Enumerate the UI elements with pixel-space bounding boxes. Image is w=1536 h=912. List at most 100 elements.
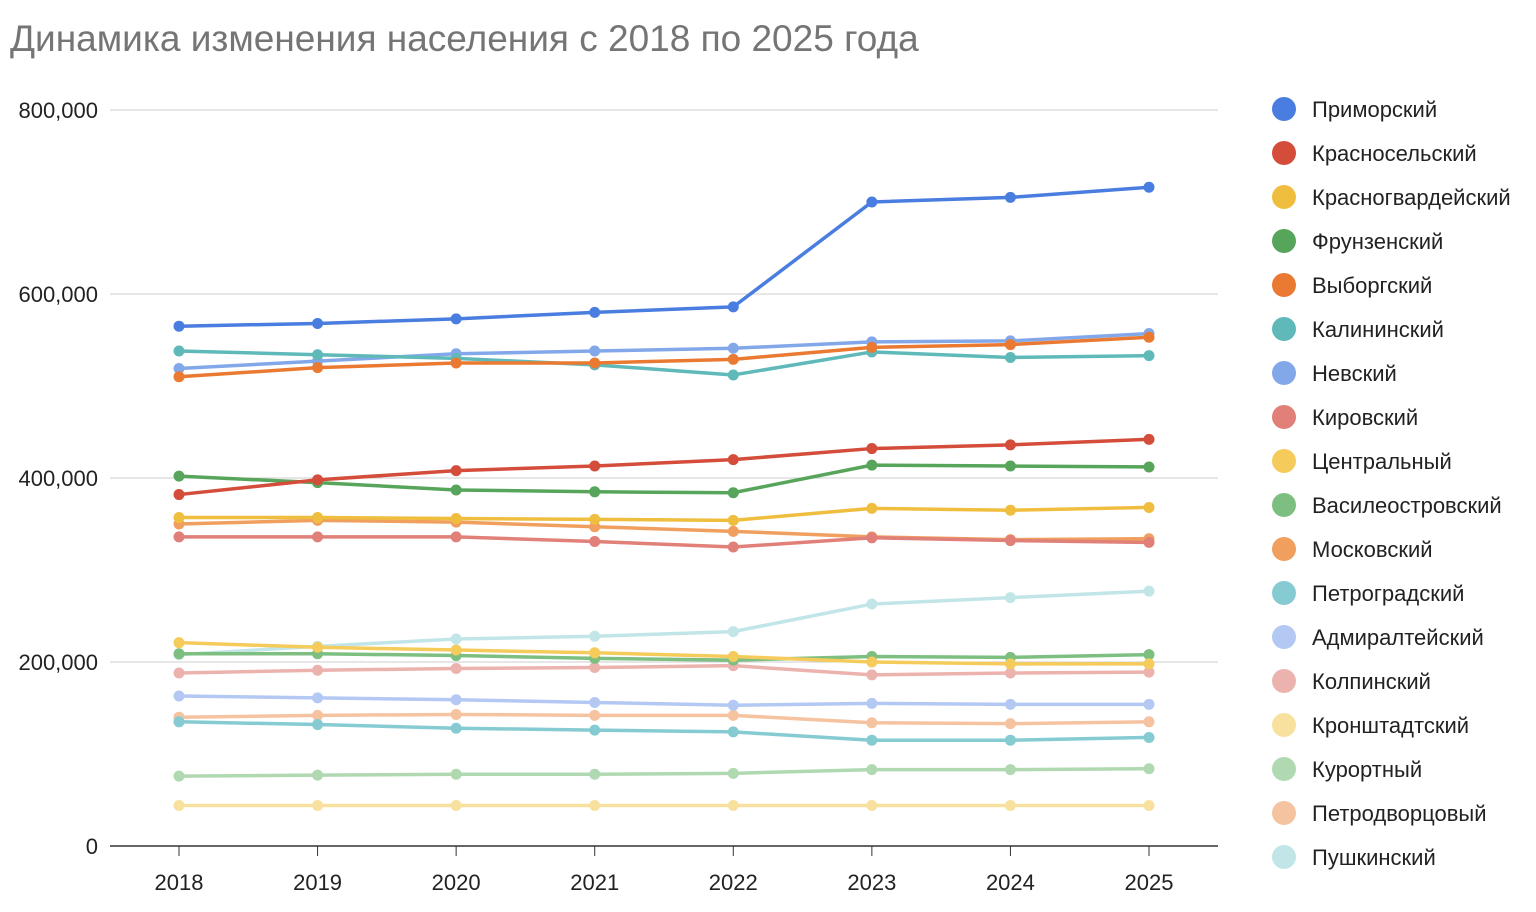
series-5: [173, 331, 1155, 383]
legend-item: Приморский: [1272, 97, 1437, 122]
series-12: [173, 716, 1155, 746]
legend-label: Петроградский: [1312, 581, 1464, 606]
data-point: [1143, 731, 1155, 743]
data-point: [866, 697, 878, 709]
data-point: [1004, 667, 1016, 679]
y-tick-label: 0: [86, 834, 98, 859]
x-axis-ticks: 2018 2019 2020 2021 2022 2023 2024 2025: [155, 846, 1173, 895]
data-point: [1004, 535, 1016, 547]
data-point: [589, 486, 601, 498]
data-point: [312, 641, 324, 653]
x-tick-label: 2018: [155, 870, 204, 895]
legend-label: Фрунзенский: [1312, 229, 1443, 254]
data-point: [173, 371, 185, 383]
data-point: [727, 454, 739, 466]
series-13: [173, 690, 1155, 711]
series-line: [177, 463, 1151, 495]
data-point: [1143, 501, 1155, 513]
series-line: [177, 331, 1151, 371]
data-point: [866, 341, 878, 353]
data-point: [727, 487, 739, 499]
series-line: [177, 720, 1151, 742]
data-point: [1004, 339, 1016, 351]
x-tick-label: 2020: [432, 870, 481, 895]
legend-label: Адмиралтейский: [1312, 625, 1484, 650]
data-point: [450, 465, 462, 477]
data-point: [1143, 331, 1155, 343]
data-point: [866, 598, 878, 610]
legend-item: Кировский: [1272, 405, 1418, 430]
legend-item: Выборгский: [1272, 273, 1432, 298]
legend-swatch: [1272, 713, 1296, 737]
data-point: [727, 726, 739, 738]
data-point: [312, 317, 324, 329]
data-point: [173, 800, 185, 812]
data-point: [312, 512, 324, 524]
data-point: [1004, 351, 1016, 363]
y-tick-label: 800,000: [18, 98, 98, 123]
data-point: [173, 770, 185, 782]
data-point: [727, 800, 739, 812]
data-point: [866, 443, 878, 455]
legend-swatch: [1272, 669, 1296, 693]
data-point: [312, 531, 324, 543]
data-point: [1004, 592, 1016, 604]
data-point: [589, 768, 601, 780]
legend-swatch: [1272, 97, 1296, 121]
legend: Приморский Красносельский Красногвардейски…: [1272, 97, 1511, 870]
data-point: [1143, 800, 1155, 812]
data-point: [450, 708, 462, 720]
data-point: [866, 656, 878, 668]
legend-swatch: [1272, 625, 1296, 649]
data-point: [866, 734, 878, 746]
data-point: [866, 502, 878, 514]
legend-label: Выборгский: [1312, 273, 1432, 298]
data-point: [173, 690, 185, 702]
gridlines: [110, 109, 1218, 847]
x-tick-label: 2019: [293, 870, 342, 895]
legend-swatch: [1272, 449, 1296, 473]
data-point: [450, 357, 462, 369]
data-point: [589, 357, 601, 369]
data-point: [312, 719, 324, 731]
legend-label: Приморский: [1312, 97, 1437, 122]
data-point: [1143, 716, 1155, 728]
data-point: [312, 349, 324, 361]
data-point: [450, 633, 462, 645]
data-point: [727, 767, 739, 779]
data-point: [1004, 460, 1016, 472]
series-16: [173, 763, 1155, 782]
y-tick-label: 200,000: [18, 650, 98, 675]
data-point: [1004, 658, 1016, 670]
series-lines: [173, 181, 1155, 812]
legend-item: Красносельский: [1272, 141, 1477, 166]
legend-label: Курортный: [1312, 757, 1422, 782]
data-point: [866, 532, 878, 544]
data-point: [589, 800, 601, 812]
series-line: [177, 663, 1151, 677]
data-point: [173, 648, 185, 660]
series-line: [177, 437, 1151, 497]
series-8: [173, 531, 1155, 553]
data-point: [1143, 350, 1155, 362]
data-point: [450, 484, 462, 496]
data-point: [450, 512, 462, 524]
series-14: [173, 660, 1155, 681]
legend-item: Пушкинский: [1272, 845, 1436, 870]
data-point: [727, 650, 739, 662]
data-point: [1143, 666, 1155, 678]
data-point: [727, 514, 739, 526]
data-point: [450, 644, 462, 656]
x-tick-label: 2024: [986, 870, 1035, 895]
data-point: [1143, 658, 1155, 670]
data-point: [1004, 504, 1016, 516]
legend-item: Невский: [1272, 361, 1397, 386]
data-point: [450, 694, 462, 706]
data-point: [1143, 649, 1155, 661]
y-tick-label: 400,000: [18, 466, 98, 491]
data-point: [450, 662, 462, 674]
series-line: [177, 694, 1151, 707]
legend-label: Кронштадтский: [1312, 713, 1469, 738]
series-line: [177, 349, 1151, 377]
series-line: [177, 640, 1151, 666]
